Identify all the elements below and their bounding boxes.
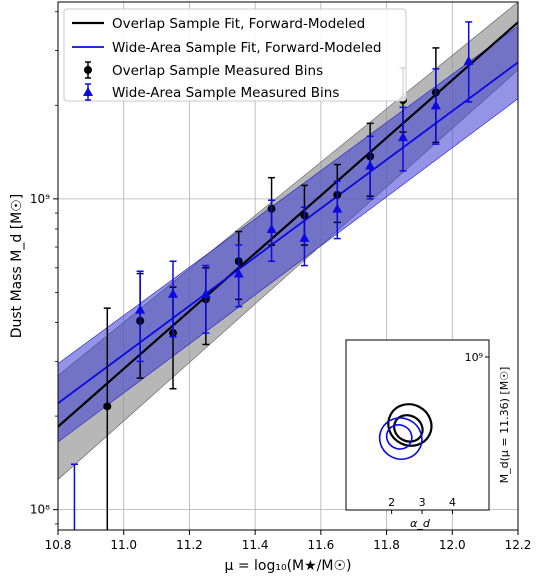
legend-label-overlap-fit: Overlap Sample Fit, Forward-Modeled <box>112 16 365 32</box>
x-axis-label: μ = log₁₀(M★/M☉) <box>224 558 351 574</box>
wide-bin-point <box>135 270 146 363</box>
data-points <box>70 21 474 530</box>
wide-bin-point <box>430 68 441 145</box>
triangle-marker <box>135 304 146 314</box>
triangle-marker <box>463 55 474 65</box>
inset-contours <box>378 403 433 460</box>
inset-ticks: 2 3 4 10⁹ <box>388 351 489 514</box>
overlap-contour <box>387 403 433 447</box>
wide-contour <box>385 424 413 450</box>
inset-frame <box>345 339 490 511</box>
circle-marker <box>103 402 112 411</box>
x-tick-label: 12.2 <box>505 538 532 552</box>
wide-bin-point <box>70 463 78 530</box>
wide-bin-point <box>463 21 474 103</box>
x-tick-label: 11.2 <box>176 538 203 552</box>
legend-label-overlap-bins: Overlap Sample Measured Bins <box>112 63 323 79</box>
wide-bin-point <box>299 206 310 267</box>
wide-contour <box>378 417 423 460</box>
inset-y-tick-label: 10⁹ <box>465 351 483 364</box>
legend-label-wide-bins: Wide-Area Sample Measured Bins <box>112 85 339 101</box>
wide-bin-point <box>266 199 277 262</box>
legend-handle-wide-bins-marker <box>83 87 93 96</box>
y-tick-label: 10⁸ <box>30 503 50 517</box>
wide-fit-line <box>57 61 519 404</box>
triangle-marker <box>233 268 244 278</box>
wide-bin-point <box>233 244 244 308</box>
triangle-marker <box>266 223 277 233</box>
wide-bin-point <box>398 106 408 172</box>
x-tick-label: 11.6 <box>307 538 334 552</box>
overlap-fit-line <box>57 21 519 428</box>
x-tick-label: 10.8 <box>45 538 72 552</box>
inset-x-tick-label: 2 <box>388 496 395 509</box>
legend: Overlap Sample Fit, Forward-Modeled Wide… <box>63 8 407 102</box>
triangle-marker <box>200 288 211 298</box>
inset-x-tick-label: 3 <box>419 496 426 509</box>
inset-y-label: M_d(μ = 11.36) [M☉] <box>498 367 511 484</box>
wide-bin-point <box>332 180 343 240</box>
y-axis-label: Dust Mass M_d [M☉] <box>9 194 25 339</box>
inset-x-tick-label: 4 <box>449 496 456 509</box>
inset-panel: 2 3 4 10⁹ α_d M_d(μ = 11.36) [M☉] <box>345 339 511 530</box>
x-tick-label: 12.0 <box>439 538 466 552</box>
fit-lines <box>57 21 519 428</box>
legend-box <box>63 8 407 102</box>
plot-frame <box>57 1 519 531</box>
x-tick-label: 11.0 <box>110 538 137 552</box>
wide-bin-point <box>200 264 211 334</box>
overlap-bin-point <box>103 307 112 530</box>
triangle-marker <box>332 203 343 213</box>
triangle-marker <box>430 100 441 110</box>
triangle-marker <box>365 160 376 170</box>
legend-label-wide-fit: Wide-Area Sample Fit, Forward-Modeled <box>112 40 382 56</box>
triangle-marker <box>398 132 408 142</box>
x-tick-label: 11.8 <box>373 538 400 552</box>
x-tick-label: 11.4 <box>242 538 269 552</box>
inset-x-label: α_d <box>410 517 431 530</box>
triangle-marker <box>168 288 178 298</box>
wide-bin-point <box>365 135 376 200</box>
y-tick-label: 10⁹ <box>30 192 50 206</box>
triangle-marker <box>299 232 310 242</box>
wide-bin-point <box>168 260 178 338</box>
legend-handle-overlap-bins-marker <box>84 66 92 74</box>
